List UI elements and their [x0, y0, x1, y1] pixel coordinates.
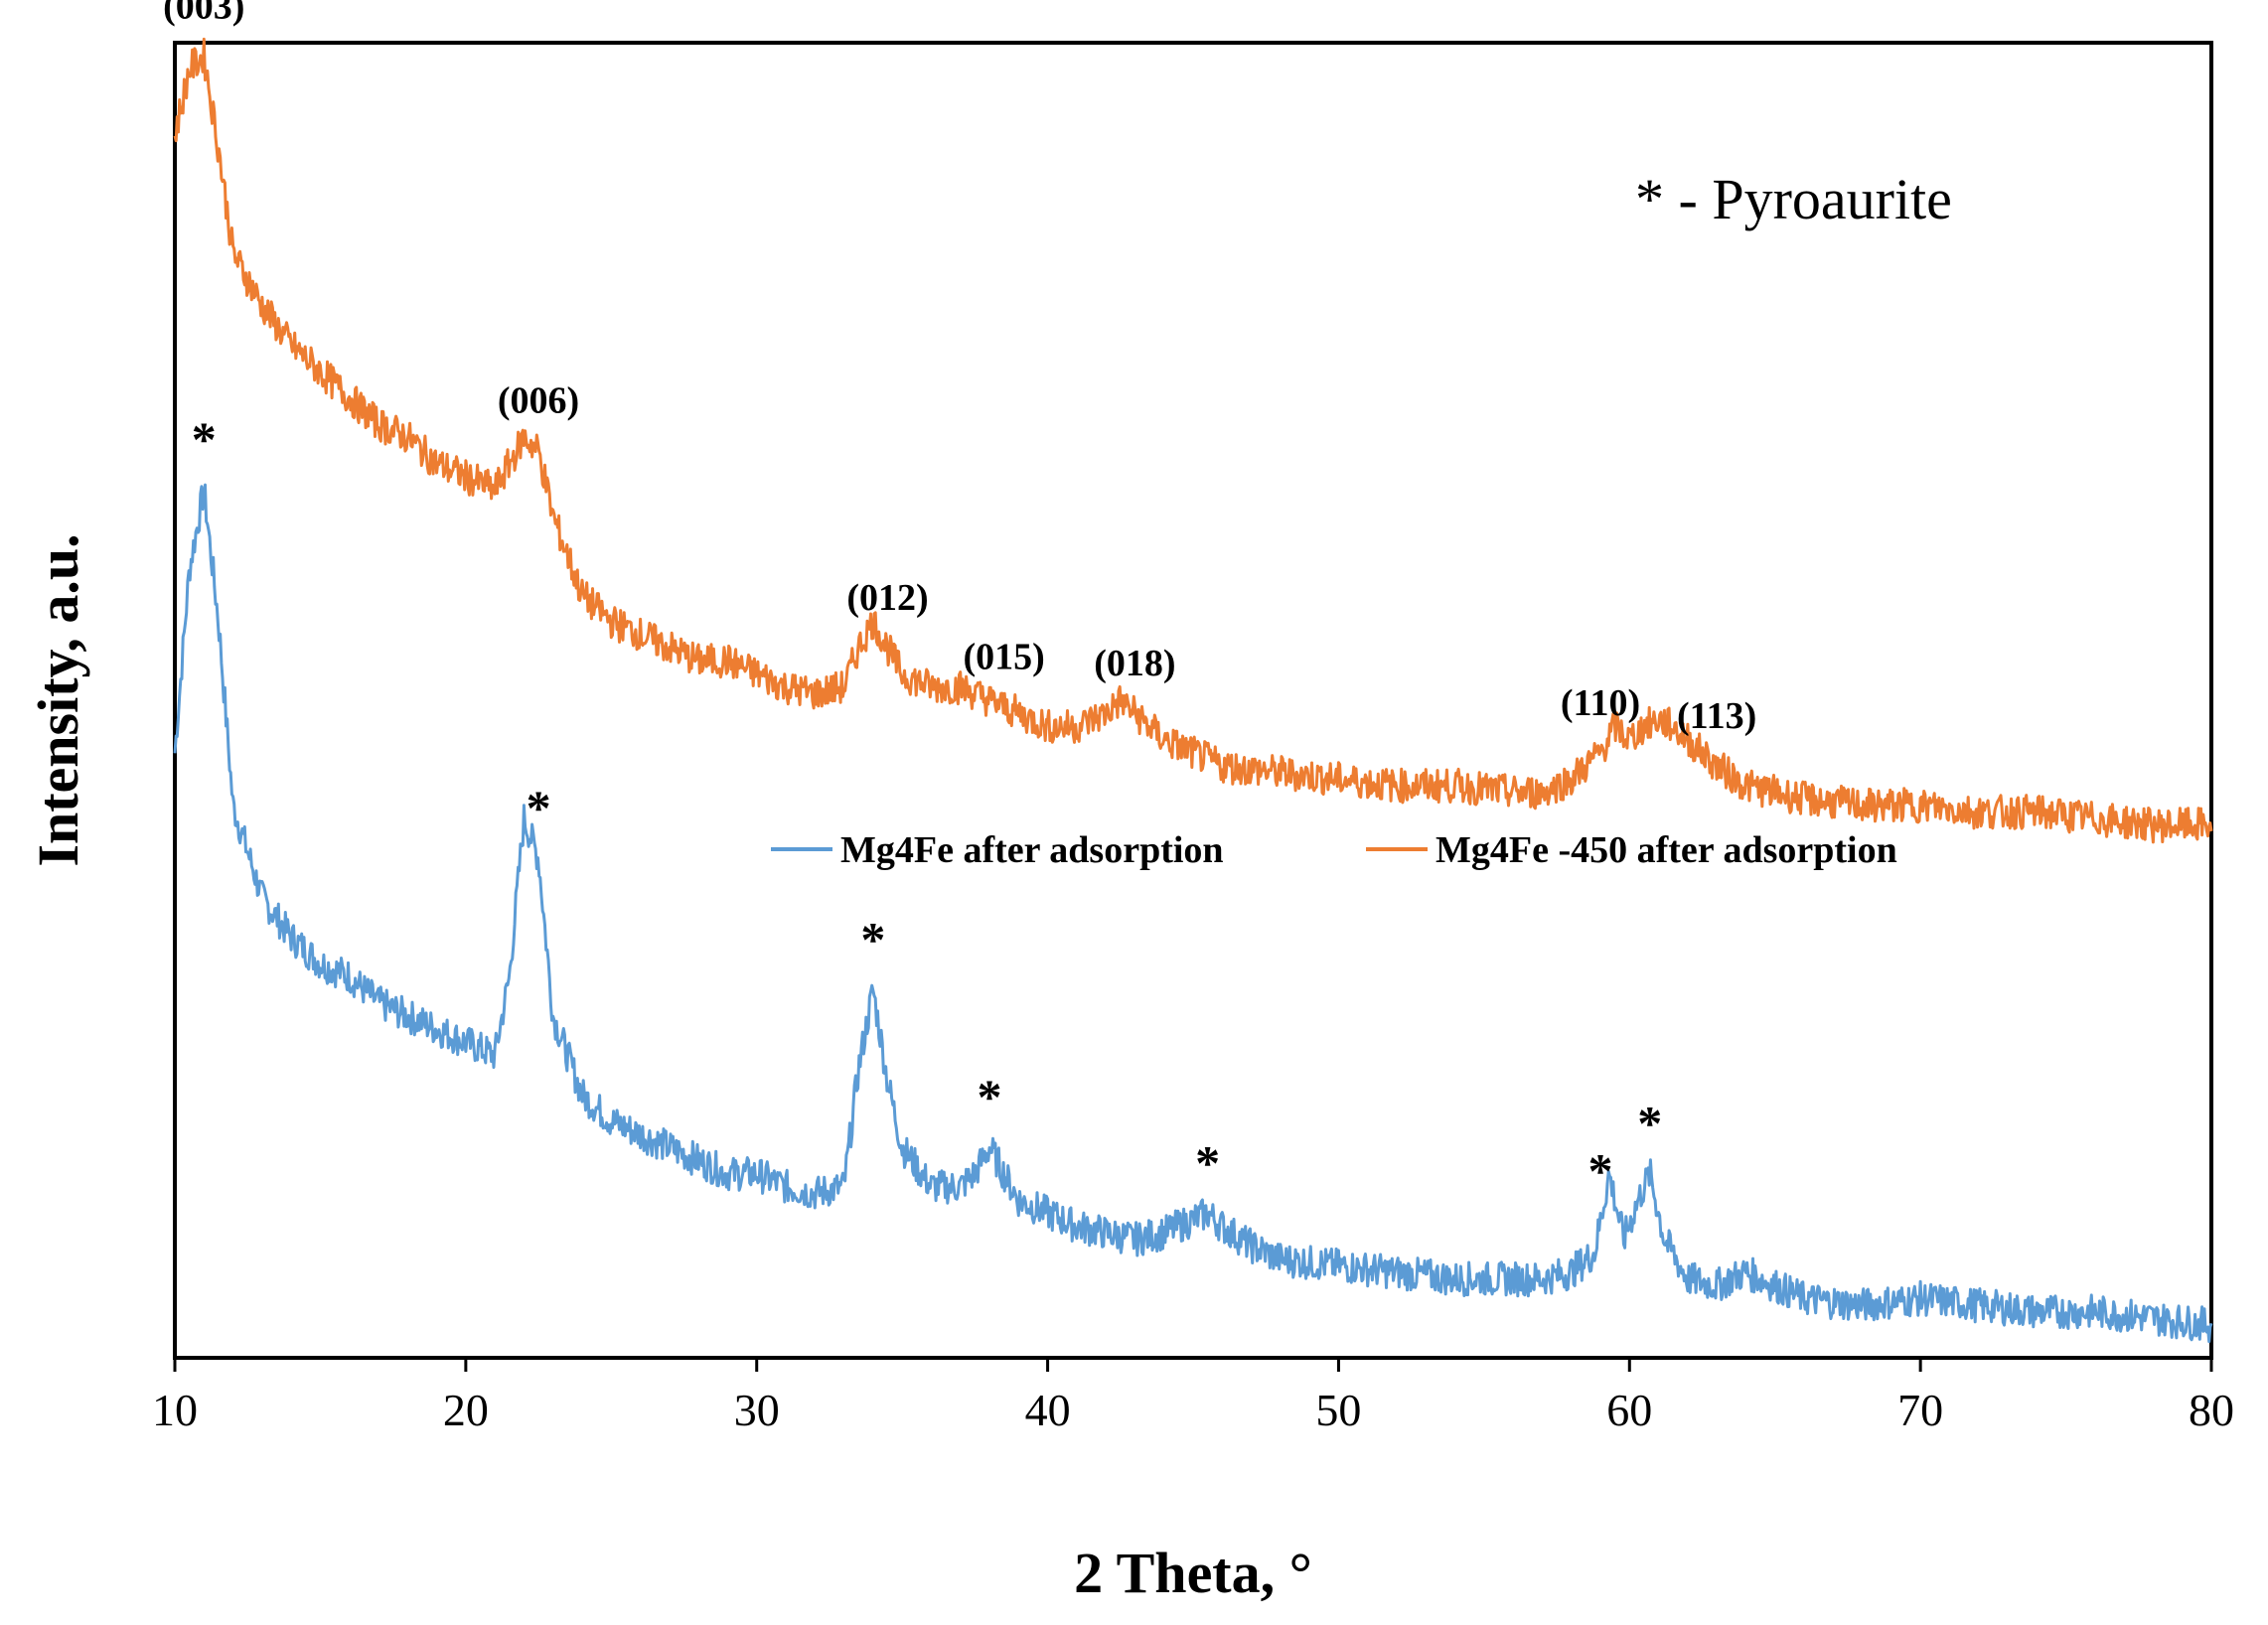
- legend: Mg4Fe after adsorption Mg4Fe -450 after …: [771, 829, 1897, 871]
- miller-index-label: (015): [963, 637, 1044, 678]
- pyroaurite-marker: *: [1195, 1134, 1220, 1190]
- x-tick-label: 70: [1897, 1385, 1943, 1435]
- pyroaurite-marker: *: [1637, 1096, 1662, 1151]
- miller-index-label: (018): [1094, 643, 1175, 684]
- series-layer: [173, 37, 2213, 1344]
- miller-index-label: (006): [498, 379, 579, 421]
- legend-label-mg4fe: Mg4Fe after adsorption: [840, 829, 1224, 871]
- y-axis-title: Intensity, a.u.: [26, 533, 90, 866]
- annotation-layer: (003) (006) (012) (015) (018) (110) (113) * * * * *…: [163, 0, 1756, 1198]
- x-tick-label: 20: [443, 1385, 489, 1435]
- pyroaurite-marker: *: [860, 911, 885, 966]
- miller-index-label: (012): [846, 577, 928, 619]
- x-axis-ticks: 10 20 30 40 50 60 70 80: [152, 1358, 2234, 1435]
- plot-frame: [173, 41, 2213, 1360]
- miller-index-label: (113): [1677, 695, 1756, 737]
- x-axis-title: 2 Theta, °: [1074, 1541, 1312, 1605]
- x-tick-label: 60: [1606, 1385, 1652, 1435]
- pyroaurite-marker: *: [527, 780, 551, 835]
- miller-index-label: (110): [1561, 682, 1640, 724]
- x-tick-label: 40: [1025, 1385, 1071, 1435]
- pyroaurite-marker: *: [1588, 1142, 1613, 1198]
- pyroaurite-marker: *: [978, 1069, 1002, 1124]
- x-tick-label: 50: [1315, 1385, 1361, 1435]
- pyroaurite-marker: *: [192, 411, 217, 467]
- legend-label-mg4fe-450: Mg4Fe -450 after adsorption: [1436, 829, 1897, 871]
- x-tick-label: 80: [2189, 1385, 2234, 1435]
- pyroaurite-note: * - Pyroaurite: [1635, 167, 1952, 231]
- miller-index-label: (003): [163, 0, 244, 27]
- x-tick-label: 10: [152, 1385, 198, 1435]
- series-line-mg4fe: [173, 483, 2213, 1344]
- series-line-mg4fe-450: [173, 37, 2213, 844]
- x-tick-label: 30: [734, 1385, 780, 1435]
